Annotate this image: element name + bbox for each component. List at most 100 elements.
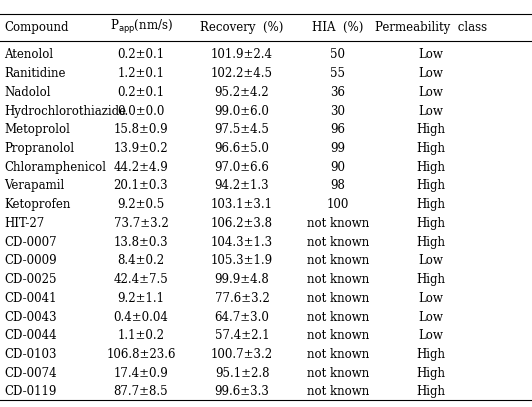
Text: 99.0±6.0: 99.0±6.0: [214, 105, 270, 118]
Text: 96: 96: [330, 123, 345, 136]
Text: not known: not known: [306, 329, 369, 342]
Text: High: High: [417, 273, 445, 286]
Text: Low: Low: [419, 86, 443, 99]
Text: HIA  (%): HIA (%): [312, 21, 363, 34]
Text: HIT-27: HIT-27: [4, 217, 45, 230]
Text: Compound: Compound: [4, 21, 69, 34]
Text: CD-0007: CD-0007: [4, 236, 57, 249]
Text: 15.8±0.9: 15.8±0.9: [114, 123, 168, 136]
Text: 0.2±0.1: 0.2±0.1: [118, 86, 164, 99]
Text: 13.9±0.2: 13.9±0.2: [114, 142, 168, 155]
Text: Atenolol: Atenolol: [4, 48, 53, 61]
Text: CD-0043: CD-0043: [4, 311, 57, 324]
Text: Recovery  (%): Recovery (%): [201, 21, 284, 34]
Text: High: High: [417, 367, 445, 380]
Text: Low: Low: [419, 254, 443, 267]
Text: Low: Low: [419, 67, 443, 80]
Text: Nadolol: Nadolol: [4, 86, 51, 99]
Text: 50: 50: [330, 48, 345, 61]
Text: 99.9±4.8: 99.9±4.8: [215, 273, 269, 286]
Text: CD-0041: CD-0041: [4, 292, 57, 305]
Text: Propranolol: Propranolol: [4, 142, 74, 155]
Text: High: High: [417, 179, 445, 193]
Text: 95.2±4.2: 95.2±4.2: [215, 86, 269, 99]
Text: 99.6±3.3: 99.6±3.3: [214, 385, 270, 398]
Text: 42.4±7.5: 42.4±7.5: [114, 273, 168, 286]
Text: 87.7±8.5: 87.7±8.5: [114, 385, 168, 398]
Text: CD-0103: CD-0103: [4, 348, 57, 361]
Text: not known: not known: [306, 385, 369, 398]
Text: 0.4±0.04: 0.4±0.04: [113, 311, 169, 324]
Text: Verapamil: Verapamil: [4, 179, 64, 193]
Text: CD-0119: CD-0119: [4, 385, 56, 398]
Text: 100: 100: [327, 198, 349, 211]
Text: Low: Low: [419, 311, 443, 324]
Text: 8.4±0.2: 8.4±0.2: [118, 254, 164, 267]
Text: not known: not known: [306, 292, 369, 305]
Text: not known: not known: [306, 217, 369, 230]
Text: CD-0074: CD-0074: [4, 367, 57, 380]
Text: 102.2±4.5: 102.2±4.5: [211, 67, 273, 80]
Text: Chloramphenicol: Chloramphenicol: [4, 161, 106, 174]
Text: 77.6±3.2: 77.6±3.2: [215, 292, 269, 305]
Text: Low: Low: [419, 329, 443, 342]
Text: Ketoprofen: Ketoprofen: [4, 198, 71, 211]
Text: Low: Low: [419, 105, 443, 118]
Text: 17.4±0.9: 17.4±0.9: [114, 367, 168, 380]
Text: High: High: [417, 348, 445, 361]
Text: 103.1±3.1: 103.1±3.1: [211, 198, 273, 211]
Text: Permeability  class: Permeability class: [375, 21, 487, 34]
Text: High: High: [417, 123, 445, 136]
Text: 57.4±2.1: 57.4±2.1: [215, 329, 269, 342]
Text: 106.8±23.6: 106.8±23.6: [106, 348, 176, 361]
Text: not known: not known: [306, 367, 369, 380]
Text: CD-0025: CD-0025: [4, 273, 57, 286]
Text: CD-0009: CD-0009: [4, 254, 57, 267]
Text: Metoprolol: Metoprolol: [4, 123, 70, 136]
Text: 44.2±4.9: 44.2±4.9: [114, 161, 168, 174]
Text: not known: not known: [306, 311, 369, 324]
Text: Ranitidine: Ranitidine: [4, 67, 66, 80]
Text: 55: 55: [330, 67, 345, 80]
Text: High: High: [417, 142, 445, 155]
Text: High: High: [417, 236, 445, 249]
Text: 97.0±6.6: 97.0±6.6: [214, 161, 270, 174]
Text: High: High: [417, 161, 445, 174]
Text: 95.1±2.8: 95.1±2.8: [215, 367, 269, 380]
Text: 1.2±0.1: 1.2±0.1: [118, 67, 164, 80]
Text: 36: 36: [330, 86, 345, 99]
Text: not known: not known: [306, 348, 369, 361]
Text: not known: not known: [306, 236, 369, 249]
Text: 104.3±1.3: 104.3±1.3: [211, 236, 273, 249]
Text: not known: not known: [306, 254, 369, 267]
Text: High: High: [417, 198, 445, 211]
Text: 98: 98: [330, 179, 345, 193]
Text: Hydrochlorothiazide: Hydrochlorothiazide: [4, 105, 127, 118]
Text: 96.6±5.0: 96.6±5.0: [214, 142, 270, 155]
Text: 90: 90: [330, 161, 345, 174]
Text: 9.2±0.5: 9.2±0.5: [118, 198, 164, 211]
Text: 106.2±3.8: 106.2±3.8: [211, 217, 273, 230]
Text: 99: 99: [330, 142, 345, 155]
Text: 97.5±4.5: 97.5±4.5: [214, 123, 270, 136]
Text: 13.8±0.3: 13.8±0.3: [114, 236, 168, 249]
Text: 94.2±1.3: 94.2±1.3: [215, 179, 269, 193]
Text: Low: Low: [419, 292, 443, 305]
Text: 20.1±0.3: 20.1±0.3: [114, 179, 168, 193]
Text: P$_{\rm app}$(nm/s): P$_{\rm app}$(nm/s): [110, 18, 172, 37]
Text: 64.7±3.0: 64.7±3.0: [214, 311, 270, 324]
Text: 100.7±3.2: 100.7±3.2: [211, 348, 273, 361]
Text: 0.0±0.0: 0.0±0.0: [117, 105, 165, 118]
Text: not known: not known: [306, 273, 369, 286]
Text: High: High: [417, 217, 445, 230]
Text: Low: Low: [419, 48, 443, 61]
Text: 0.2±0.1: 0.2±0.1: [118, 48, 164, 61]
Text: 1.1±0.2: 1.1±0.2: [118, 329, 164, 342]
Text: 9.2±1.1: 9.2±1.1: [118, 292, 164, 305]
Text: 101.9±2.4: 101.9±2.4: [211, 48, 273, 61]
Text: 105.3±1.9: 105.3±1.9: [211, 254, 273, 267]
Text: CD-0044: CD-0044: [4, 329, 57, 342]
Text: 73.7±3.2: 73.7±3.2: [114, 217, 168, 230]
Text: High: High: [417, 385, 445, 398]
Text: 30: 30: [330, 105, 345, 118]
